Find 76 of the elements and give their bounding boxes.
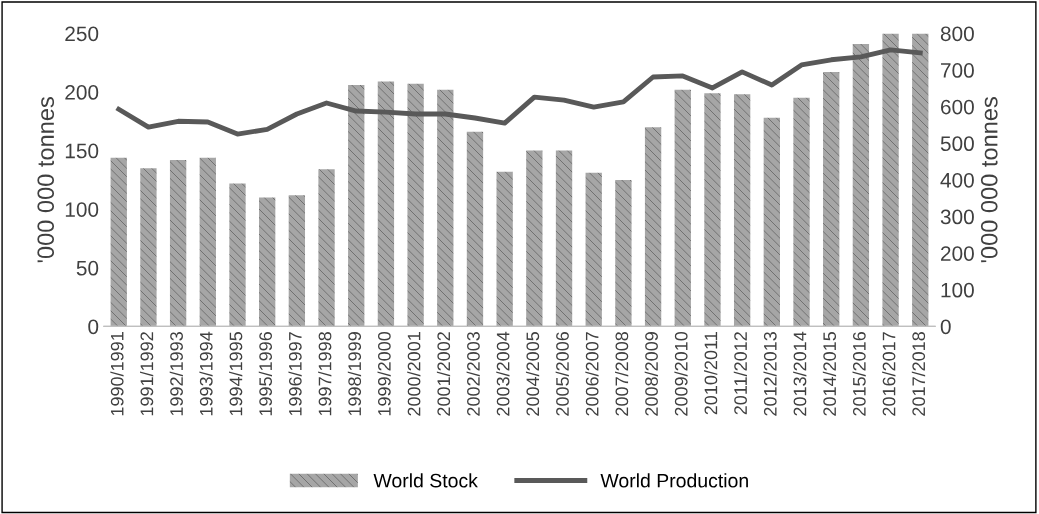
y-tick-label: 100 [65,202,99,217]
bar [852,43,870,327]
bar [318,169,335,327]
x-tick-label: 2015/2016 [852,332,866,416]
bar [288,195,306,327]
y2-tick-label: 200 [941,246,974,261]
bar [496,171,513,327]
y-tick-label: 200 [65,85,99,100]
bar [733,94,751,327]
x-tick-label: 1999/2000 [377,331,391,416]
y2-tick-label: 600 [941,99,974,115]
x-tick-label: 2011/2012 [733,332,747,415]
bar [763,117,780,327]
bar [407,83,424,327]
x-tick-label: 2005/2006 [555,332,569,416]
y2-tick-label: 300 [940,209,974,225]
y-tick-label: 0 [88,319,99,335]
x-tick-label: 2009/2010 [674,331,688,416]
x-tick-label: 1995/1996 [258,332,273,416]
y-tick-label: 150 [65,143,99,159]
bar [199,157,216,327]
bar [555,150,573,327]
y2-tick-label: 700 [941,63,974,78]
bar [437,89,454,327]
x-tick-label: 2017/2018 [911,332,926,416]
y-tick-label: 50 [76,260,99,276]
legend-label: World Production [600,473,748,488]
x-tick-label: 2006/2007 [585,332,599,416]
legend-label: World Stock [373,473,478,488]
bar [140,168,157,327]
x-tick-label: 2004/2005 [525,332,540,416]
x-tick-label: 2013/2014 [793,331,807,416]
bar [615,179,632,327]
bar [704,93,721,327]
x-tick-label: 2007/2008 [614,332,629,416]
x-tick-label: 1996/1997 [288,332,302,416]
bar [377,81,395,327]
x-tick-label: 2014/2015 [822,332,837,416]
y2-tick-label: 500 [940,136,974,152]
bar [882,33,899,327]
bar [229,183,246,327]
bar [793,97,810,327]
x-tick-label: 1997/1998 [318,332,332,416]
bar [110,157,127,327]
x-tick-label: 1994/1995 [229,332,243,416]
bar [526,150,543,327]
x-tick-label: 2001/2002 [436,332,451,416]
x-tick-label: 2002/2003 [466,332,480,416]
y2-tick-label: 800 [940,26,974,42]
x-tick-label: 2012/2013 [763,332,777,416]
y2-axis-title: '000 000 tonnes [980,97,998,263]
bar [823,72,840,327]
bar [644,127,662,327]
y2-tick-label: 100 [941,282,974,298]
x-tick-label: 1991/1992 [140,332,154,416]
y-tick-label: 250 [65,26,99,42]
bar [585,172,602,327]
bar [348,84,365,327]
x-tick-label: 1992/1993 [169,332,183,416]
x-tick-label: 1990/1991 [110,332,124,416]
x-tick-label: 2016/2017 [882,332,896,416]
bar [674,89,691,327]
bar [169,159,187,327]
bar [259,197,276,327]
x-tick-label: 2000/2001 [407,332,421,416]
y2-tick-label: 400 [940,172,974,188]
line-series [116,47,923,137]
bar [466,131,484,327]
x-tick-label: 1993/1994 [199,331,213,416]
y2-tick-label: 0 [940,319,951,335]
x-tick-label: 1998/1999 [347,332,362,416]
y-axis-title: '000 000 tonnes [37,97,55,263]
bar [912,33,929,327]
x-tick-label: 2003/2004 [496,331,510,416]
x-tick-label: 2010/2011 [704,332,718,415]
x-tick-label: 2008/2009 [644,332,658,416]
